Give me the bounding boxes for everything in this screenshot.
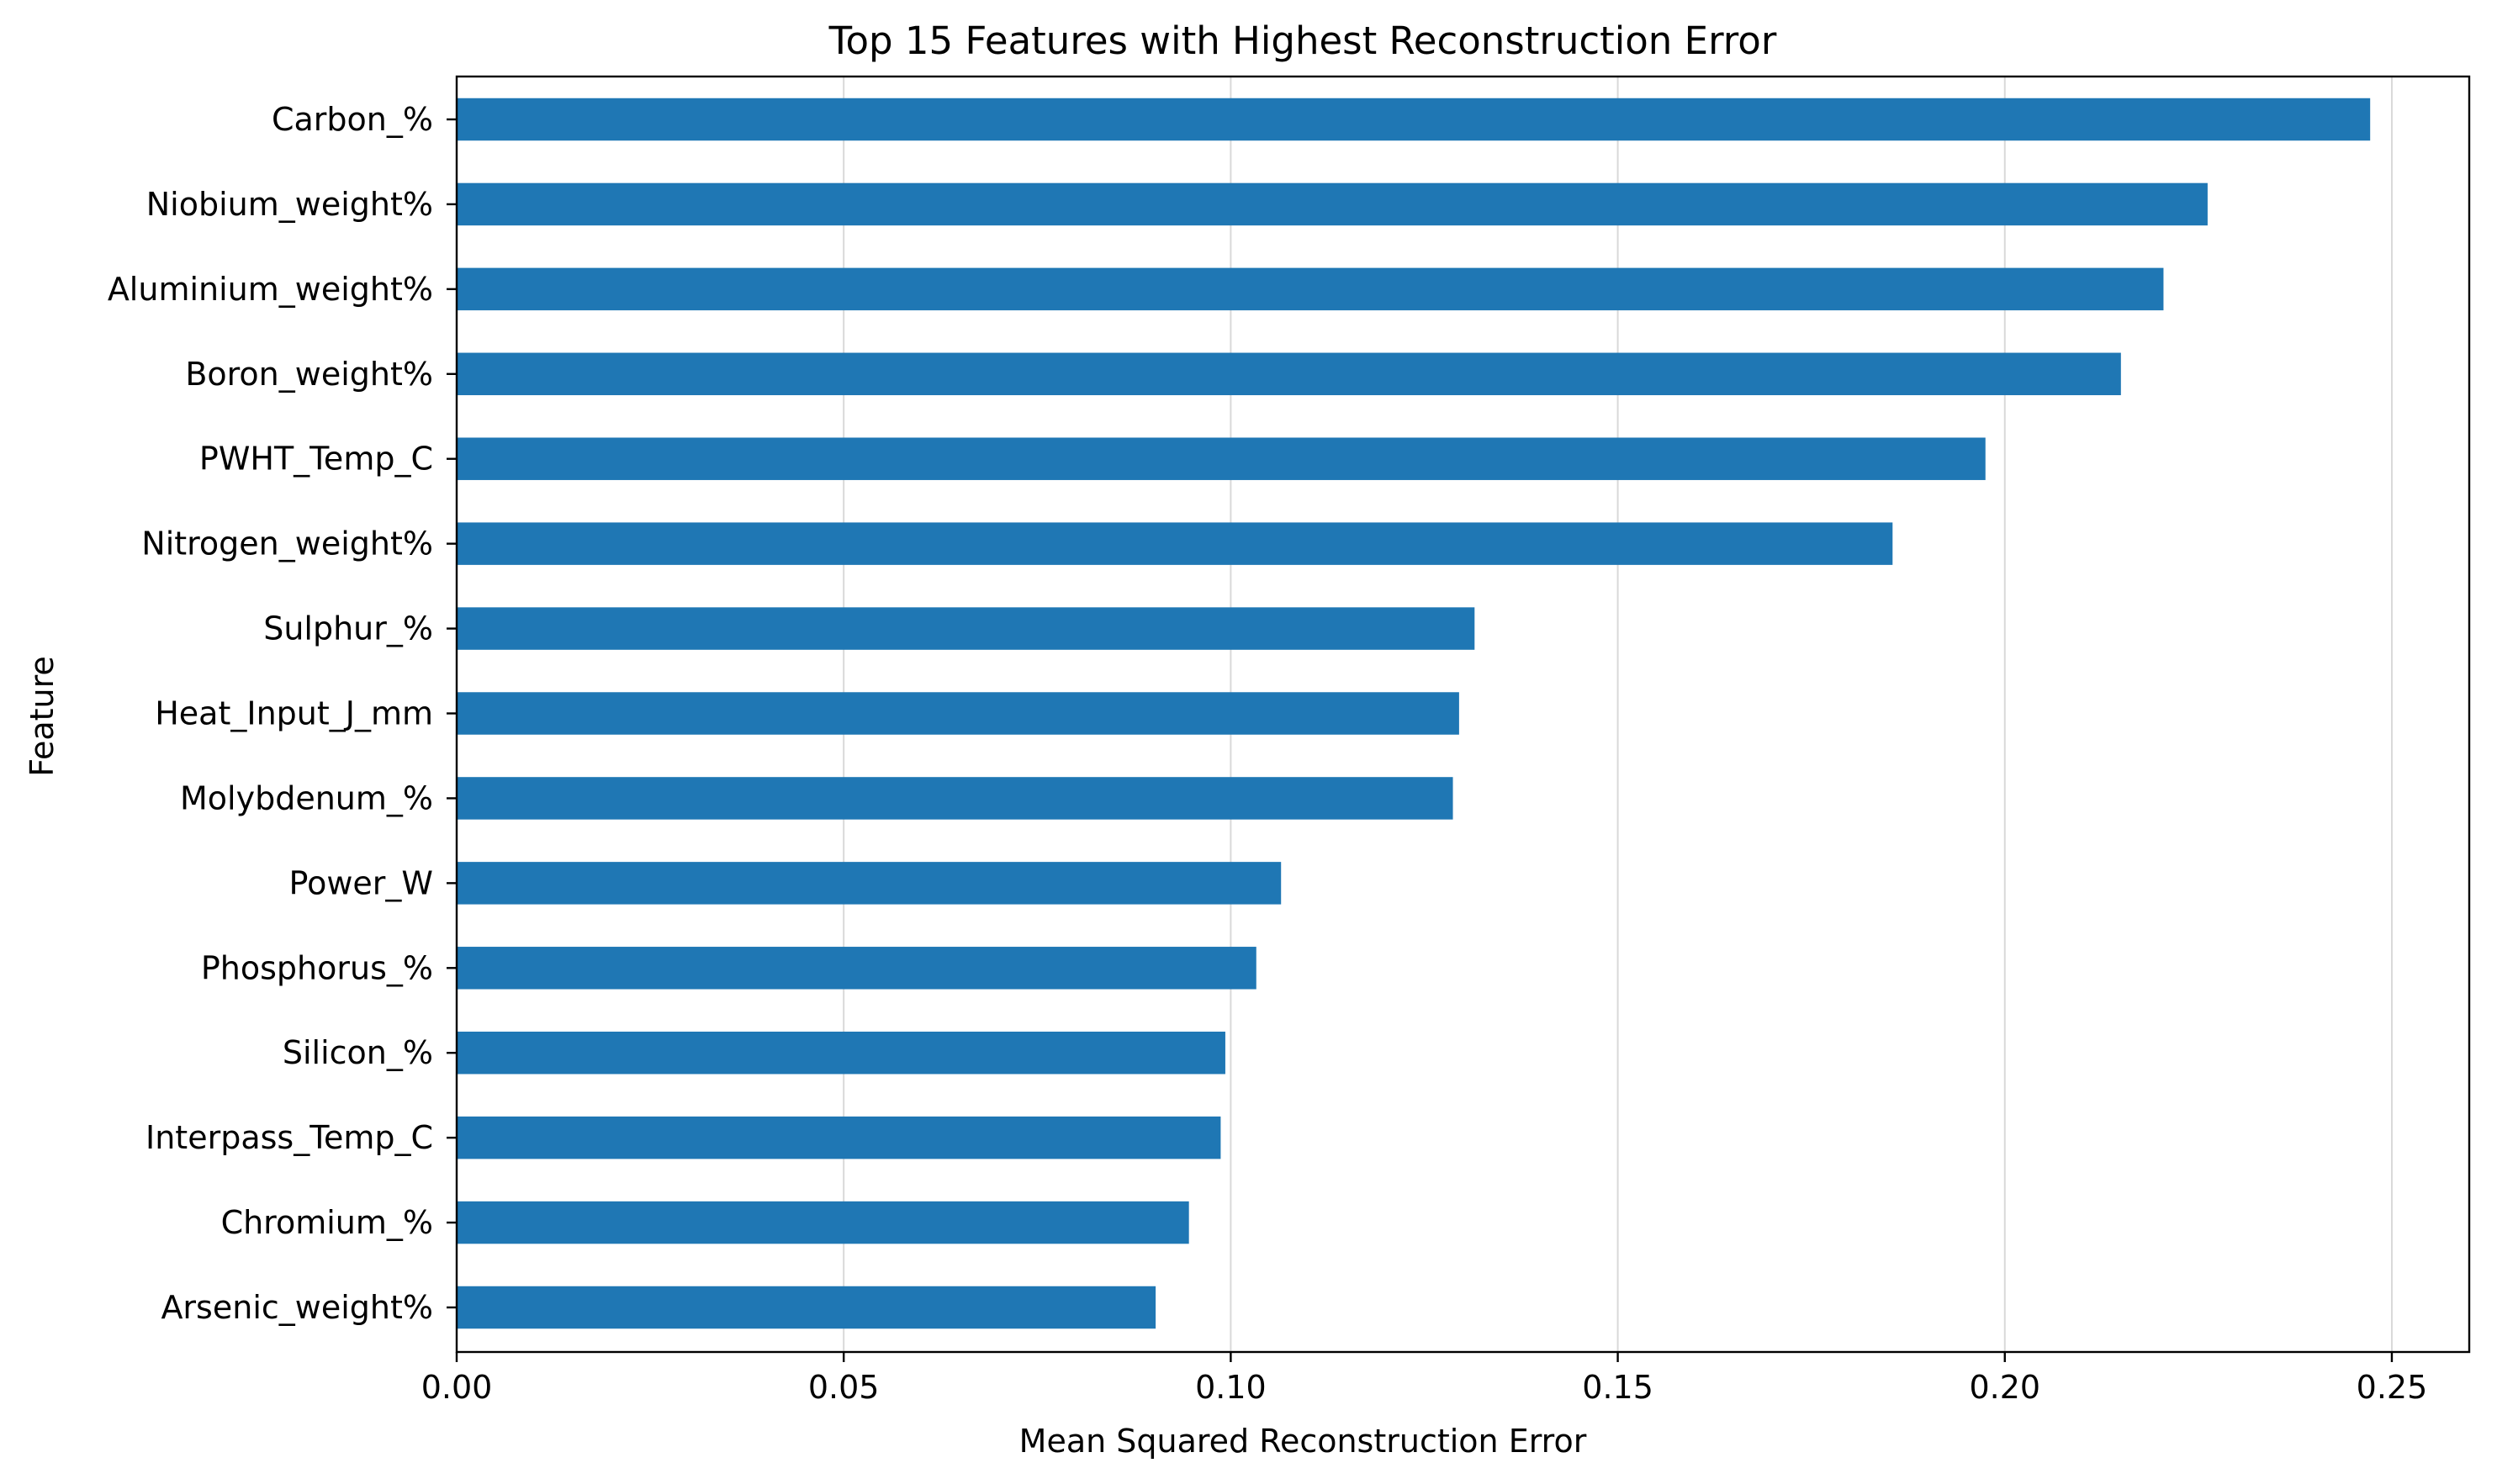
y-tick-label: Chromium_% [221, 1204, 433, 1241]
y-tick-label: Aluminium_weight% [108, 271, 433, 308]
y-tick-label: Heat_Input_J_mm [155, 695, 433, 732]
bar [457, 947, 1256, 990]
bar [457, 777, 1453, 820]
x-axis-ticks: 0.00 0.05 0.10 0.15 0.20 0.25 [421, 1352, 2428, 1406]
bar [457, 267, 2164, 311]
bar [457, 1116, 1221, 1159]
y-tick-label: Silicon_% [283, 1034, 433, 1071]
x-tick-label: 0.00 [421, 1369, 493, 1406]
bar [457, 437, 1986, 480]
bars [457, 98, 2371, 1329]
y-tick-label: Phosphorus_% [201, 949, 433, 986]
x-tick-label: 0.20 [1969, 1369, 2040, 1406]
y-tick-label: Interpass_Temp_C [145, 1119, 433, 1156]
bar [457, 182, 2208, 226]
bar [457, 1031, 1225, 1075]
y-tick-label: Sulphur_% [263, 610, 433, 647]
x-tick-label: 0.15 [1582, 1369, 1653, 1406]
bar [457, 98, 2371, 141]
y-axis-label: Feature [24, 656, 61, 777]
bar [457, 692, 1459, 735]
x-axis-label: Mean Squared Reconstruction Error [1019, 1423, 1587, 1460]
y-tick-label: Niobium_weight% [146, 186, 433, 223]
y-tick-label: Arsenic_weight% [161, 1289, 433, 1326]
y-tick-label: Boron_weight% [185, 356, 433, 393]
y-tick-label: Nitrogen_weight% [141, 525, 433, 562]
bar [457, 1201, 1189, 1244]
y-tick-label: PWHT_Temp_C [199, 441, 433, 478]
bar [457, 607, 1475, 650]
x-tick-label: 0.25 [2357, 1369, 2428, 1406]
y-axis-ticks: Carbon_% Niobium_weight% Aluminium_weight%… [108, 101, 457, 1326]
y-tick-label: Power_W [289, 864, 433, 901]
bar [457, 352, 2121, 396]
x-tick-label: 0.10 [1195, 1369, 1267, 1406]
x-tick-label: 0.05 [808, 1369, 880, 1406]
y-tick-label: Molybdenum_% [180, 779, 433, 816]
y-tick-label: Carbon_% [272, 101, 433, 138]
bar [457, 1286, 1156, 1329]
bar [457, 522, 1893, 565]
chart-title: Top 15 Features with Highest Reconstruct… [828, 18, 1777, 63]
bar [457, 862, 1282, 905]
